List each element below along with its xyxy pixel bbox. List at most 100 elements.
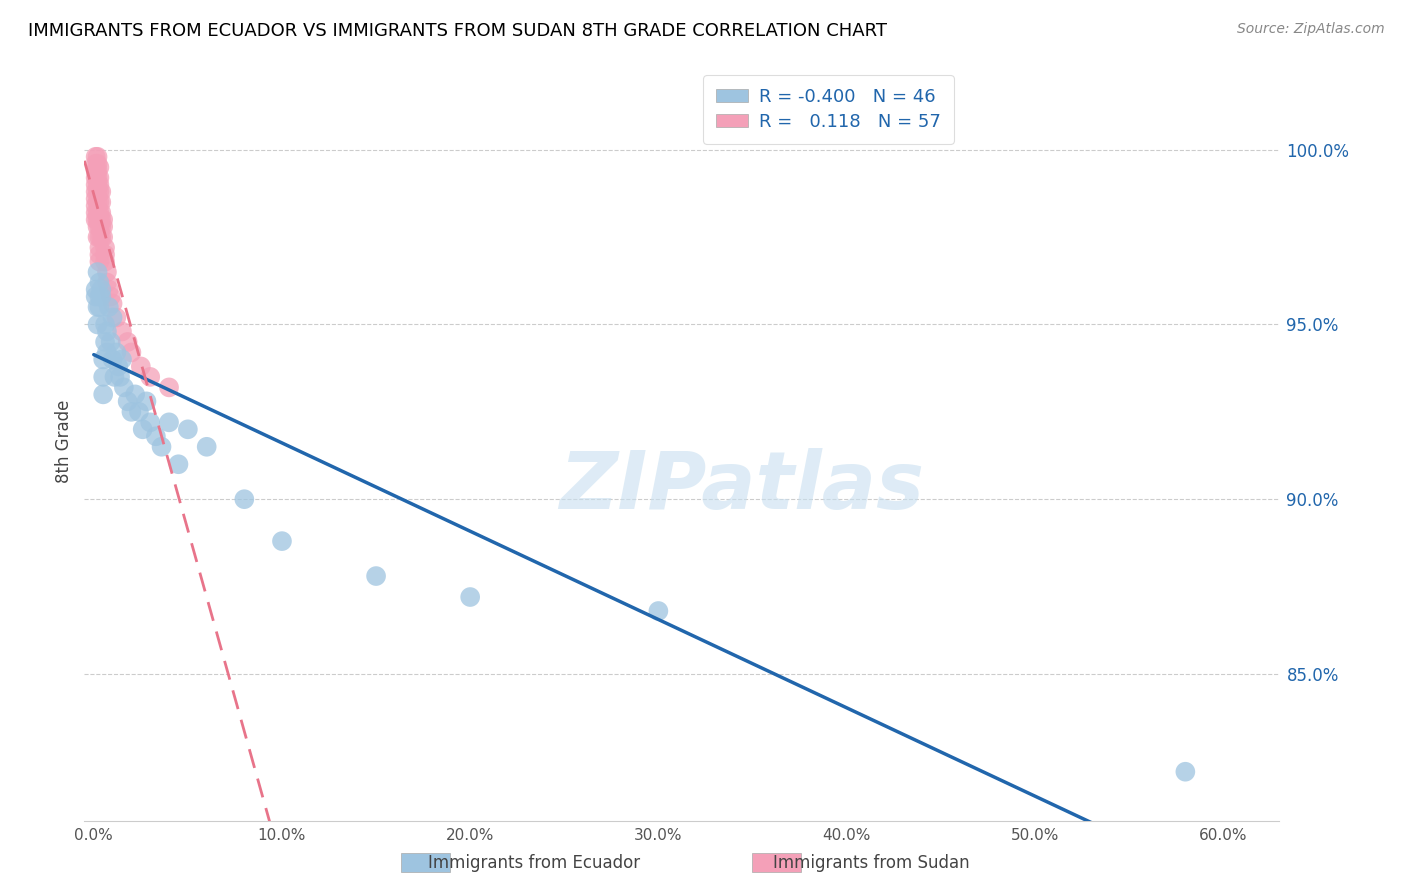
Point bbox=[157, 415, 180, 429]
Point bbox=[100, 289, 122, 303]
Legend: R = -0.400   N = 46, R =   0.118   N = 57: R = -0.400 N = 46, R = 0.118 N = 57 bbox=[703, 75, 953, 144]
Point bbox=[101, 352, 124, 367]
Point bbox=[91, 352, 114, 367]
Point bbox=[112, 380, 135, 394]
Point bbox=[103, 370, 125, 384]
Point bbox=[89, 178, 111, 192]
Point bbox=[86, 300, 108, 314]
Point bbox=[91, 370, 114, 384]
Point bbox=[94, 241, 117, 255]
Point bbox=[177, 422, 200, 436]
Point bbox=[94, 334, 117, 349]
Point bbox=[89, 254, 111, 268]
Point bbox=[84, 199, 107, 213]
Point bbox=[120, 405, 142, 419]
Point bbox=[131, 422, 153, 436]
Point bbox=[107, 359, 129, 374]
Point bbox=[89, 212, 111, 227]
Point bbox=[84, 205, 107, 219]
Point bbox=[84, 150, 107, 164]
Point bbox=[90, 212, 112, 227]
Point bbox=[167, 457, 190, 471]
Point bbox=[647, 604, 669, 618]
Point bbox=[135, 394, 157, 409]
Point bbox=[195, 440, 218, 454]
Point bbox=[96, 276, 118, 290]
Point bbox=[105, 310, 128, 325]
Point bbox=[100, 334, 122, 349]
Point bbox=[89, 300, 111, 314]
Point bbox=[89, 219, 111, 234]
Point bbox=[105, 345, 128, 359]
Point bbox=[233, 492, 256, 507]
Point bbox=[458, 590, 481, 604]
Point bbox=[90, 289, 112, 303]
Point bbox=[91, 212, 114, 227]
Point bbox=[89, 241, 111, 255]
Point bbox=[86, 230, 108, 244]
Point bbox=[86, 195, 108, 210]
Point bbox=[86, 170, 108, 185]
Point bbox=[86, 150, 108, 164]
Text: ZIPatlas: ZIPatlas bbox=[560, 448, 924, 526]
Point bbox=[86, 265, 108, 279]
Point bbox=[84, 212, 107, 227]
Point bbox=[120, 345, 142, 359]
Point bbox=[89, 289, 111, 303]
Point bbox=[111, 325, 134, 339]
Point bbox=[150, 440, 173, 454]
Point bbox=[86, 157, 108, 171]
Point bbox=[86, 318, 108, 332]
Point bbox=[97, 283, 120, 297]
Point bbox=[86, 219, 108, 234]
Point bbox=[117, 334, 139, 349]
Point bbox=[111, 352, 134, 367]
Text: Source: ZipAtlas.com: Source: ZipAtlas.com bbox=[1237, 22, 1385, 37]
Point bbox=[94, 247, 117, 261]
Point bbox=[139, 415, 162, 429]
Point bbox=[89, 276, 111, 290]
Point bbox=[124, 387, 146, 401]
Point bbox=[84, 157, 107, 171]
Point bbox=[91, 387, 114, 401]
Point bbox=[86, 163, 108, 178]
Point bbox=[90, 185, 112, 199]
Point bbox=[84, 192, 107, 206]
FancyBboxPatch shape bbox=[752, 853, 801, 872]
Point bbox=[129, 359, 152, 374]
Point bbox=[90, 219, 112, 234]
Point bbox=[84, 163, 107, 178]
Point bbox=[117, 394, 139, 409]
FancyBboxPatch shape bbox=[401, 853, 450, 872]
Point bbox=[89, 247, 111, 261]
Point bbox=[91, 219, 114, 234]
Point bbox=[89, 195, 111, 210]
Text: Immigrants from Sudan: Immigrants from Sudan bbox=[773, 855, 970, 872]
Point bbox=[1174, 764, 1197, 779]
Point bbox=[101, 310, 124, 325]
Point bbox=[90, 195, 112, 210]
Point bbox=[96, 265, 118, 279]
Point bbox=[86, 205, 108, 219]
Point bbox=[94, 254, 117, 268]
Point bbox=[84, 170, 107, 185]
Point bbox=[145, 429, 167, 443]
Point bbox=[271, 534, 294, 549]
Point bbox=[89, 185, 111, 199]
Point bbox=[96, 345, 118, 359]
Point bbox=[86, 185, 108, 199]
Point bbox=[139, 370, 162, 384]
Point bbox=[97, 300, 120, 314]
Point bbox=[89, 230, 111, 244]
Point bbox=[108, 370, 131, 384]
Point bbox=[84, 283, 107, 297]
Point bbox=[90, 283, 112, 297]
Point bbox=[91, 230, 114, 244]
Point bbox=[84, 178, 107, 192]
Text: Immigrants from Ecuador: Immigrants from Ecuador bbox=[429, 855, 640, 872]
Point bbox=[96, 325, 118, 339]
Point bbox=[90, 205, 112, 219]
Point bbox=[90, 230, 112, 244]
Point bbox=[86, 212, 108, 227]
Point bbox=[84, 185, 107, 199]
